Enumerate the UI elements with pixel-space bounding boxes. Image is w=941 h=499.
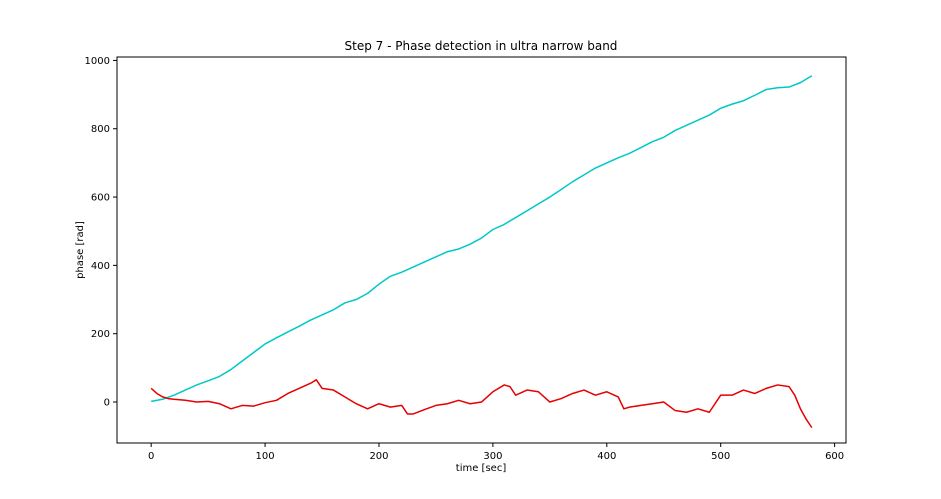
x-tick-label: 500 [711,451,730,462]
series-layer [150,75,813,429]
x-tick-label: 300 [483,451,502,462]
x-axis: 0 100 200 300 400 500 600 [148,443,844,462]
x-tick-label: 400 [597,451,616,462]
y-tick-label: 0 [104,398,110,409]
y-tick-label: 800 [91,124,110,135]
x-tick-label: 100 [256,451,275,462]
y-axis-label: phase [rad] [75,221,86,279]
x-tick-label: 200 [369,451,388,462]
plot-area [116,56,847,444]
y-tick-label: 1000 [85,56,110,67]
axes-frame [116,56,847,444]
chart-title: Step 7 - Phase detection in ultra narrow… [345,39,618,53]
x-axis-label: time [sec] [456,463,507,474]
x-tick-label: 0 [148,451,154,462]
series-line-0 [151,75,813,403]
y-tick-label: 600 [91,193,110,204]
y-tick-label: 400 [91,261,110,272]
y-tick-label: 200 [91,329,110,340]
x-tick-label: 600 [825,451,844,462]
series-line-1 [150,379,813,429]
y-axis: 0 200 400 600 800 1000 [85,56,117,409]
